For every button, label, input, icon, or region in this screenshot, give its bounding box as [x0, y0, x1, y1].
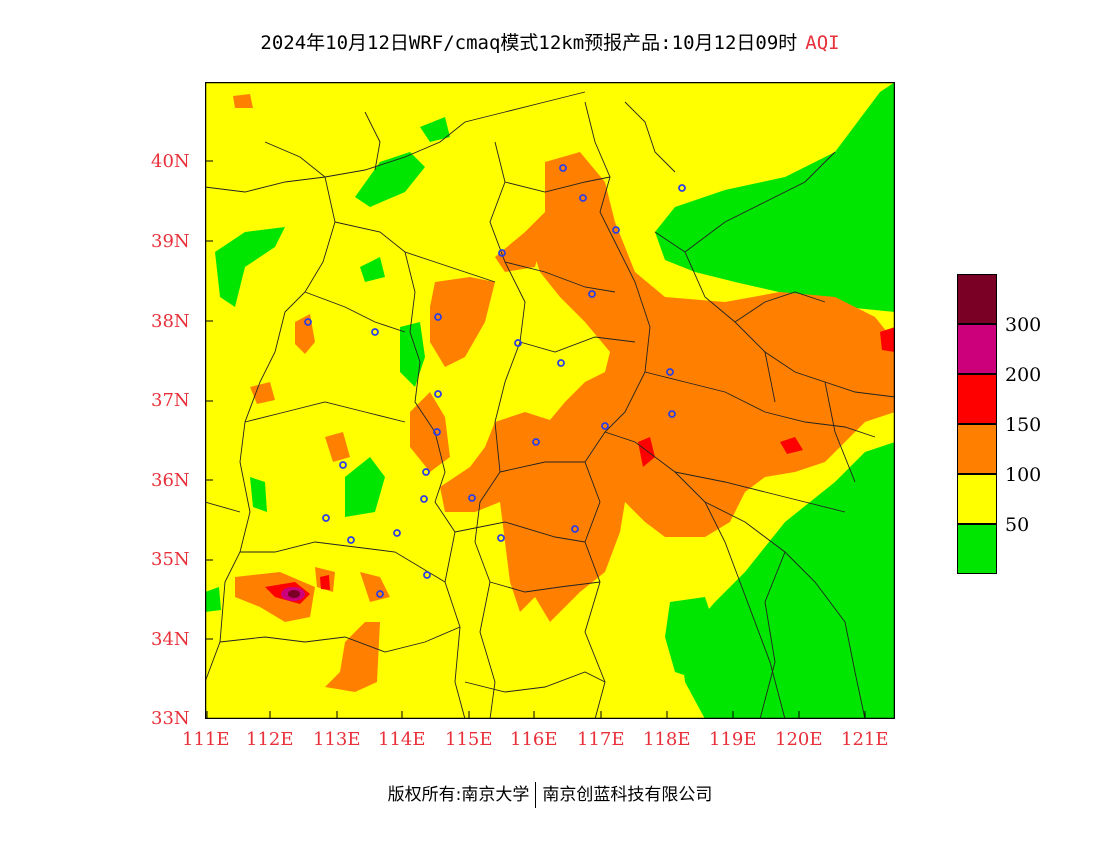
- lat-label-37n: 37N: [151, 390, 190, 411]
- map-title: 2024年10月12日WRF/cmaq模式12km预报产品:10月12日09时 A…: [0, 28, 1100, 55]
- lon-label-116e: 116E: [510, 729, 558, 750]
- axis-ticks: [205, 160, 866, 719]
- unhealthy-patch-small: [320, 575, 330, 590]
- good-zone-southwest-coast: [665, 597, 720, 682]
- title-text: 2024年10月12日WRF/cmaq模式12km预报产品:10月12日09时: [260, 32, 798, 54]
- lon-label-115e: 115E: [445, 729, 493, 750]
- lat-label-38n: 38N: [151, 311, 190, 332]
- legend-label-200: 200: [1005, 364, 1042, 386]
- company-name: 南京创蓝科技有限公司: [542, 785, 713, 805]
- unhealthy-sensitive-west-cluster: [430, 277, 495, 367]
- unhealthy-patch-center: [638, 437, 655, 467]
- good-patch-6: [345, 457, 385, 517]
- copyright-text: 版权所有:南京大学: [387, 785, 530, 805]
- footer-separator: [535, 782, 537, 808]
- legend-swatch-very-unhealthy: [957, 324, 997, 374]
- unhealthy-patch-east-2: [880, 327, 895, 352]
- lat-label-39n: 39N: [151, 231, 190, 252]
- good-patch-7: [250, 477, 267, 512]
- legend-label-300: 300: [1005, 314, 1042, 336]
- lat-label-35n: 35N: [151, 549, 190, 570]
- lon-label-121e: 121E: [841, 729, 889, 750]
- legend-swatch-hazardous: [957, 274, 997, 324]
- legend-swatch-good: [957, 524, 997, 574]
- good-patch-3: [215, 227, 285, 307]
- lat-label-34n: 34N: [151, 629, 190, 650]
- aqi-map: [205, 82, 895, 719]
- lon-label-112e: 112E: [246, 729, 294, 750]
- good-patch-2: [420, 117, 450, 142]
- lon-label-114e: 114E: [378, 729, 426, 750]
- aqi-label: AQI: [805, 32, 840, 54]
- good-patch-8: [205, 587, 221, 612]
- unhealthy-sensitive-main-band: [440, 152, 895, 622]
- lat-label-40n: 40N: [151, 151, 190, 172]
- good-patch-1: [355, 152, 425, 207]
- lon-label-117e: 117E: [577, 729, 625, 750]
- legend-label-150: 150: [1005, 414, 1042, 436]
- lon-label-119e: 119E: [709, 729, 757, 750]
- good-patch-4: [360, 257, 385, 282]
- legend-swatch-unhealthy: [957, 374, 997, 424]
- copyright-footer: 版权所有:南京大学 南京创蓝科技有限公司: [0, 780, 1100, 808]
- unhealthy-sensitive-patch-f: [233, 94, 253, 108]
- unhealthy-sensitive-band-north: [495, 207, 550, 272]
- unhealthy-patch-east-1: [780, 437, 803, 454]
- lon-label-118e: 118E: [643, 729, 691, 750]
- unhealthy-sensitive-south-strip: [325, 622, 380, 692]
- map-frame: [205, 82, 895, 719]
- admin-borders: [205, 91, 895, 719]
- legend-label-100: 100: [1005, 464, 1042, 486]
- legend-swatch-moderate: [957, 474, 997, 524]
- lon-label-113e: 113E: [313, 729, 361, 750]
- legend-label-50: 50: [1005, 514, 1030, 536]
- lon-label-111e: 111E: [182, 729, 230, 750]
- unhealthy-sensitive-patch-c: [325, 432, 350, 462]
- legend-swatch-unhealthy-sensitive: [957, 424, 997, 474]
- lat-label-36n: 36N: [151, 470, 190, 491]
- hazardous-hotspot: [288, 590, 300, 598]
- city-stations: [304, 164, 686, 598]
- lat-label-33n: 33N: [151, 708, 190, 729]
- unhealthy-sensitive-patch-b: [250, 382, 275, 404]
- lon-label-120e: 120E: [775, 729, 823, 750]
